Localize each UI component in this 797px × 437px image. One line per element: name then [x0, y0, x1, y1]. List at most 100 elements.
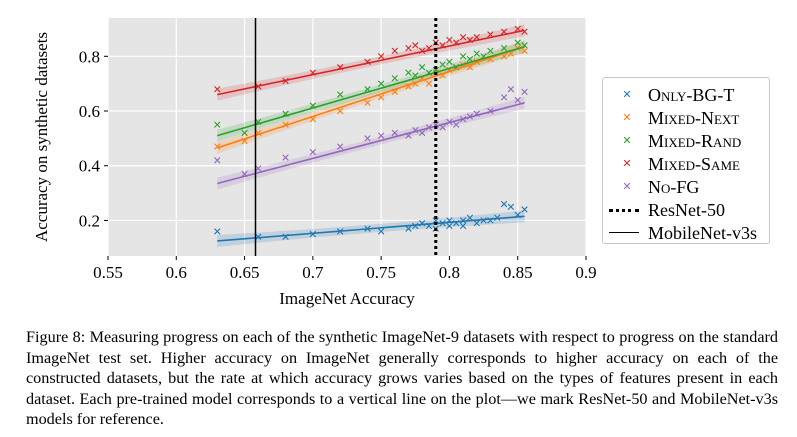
data-point-no-fg — [507, 85, 515, 93]
fit-line-mixed-same — [217, 29, 525, 96]
data-point-only-bg-t — [255, 233, 262, 241]
legend-item-only-bg-t: ✕ Only-BG-T — [603, 84, 771, 106]
data-point-mixed-next — [521, 47, 528, 55]
legend-item-mobilenet-v3s: MobileNet-v3s — [603, 222, 771, 244]
data-point-no-fg — [453, 121, 460, 128]
data-point-mixed-rand — [336, 91, 344, 98]
legend-label: Mixed-Next — [648, 108, 740, 128]
data-point-mixed-next — [364, 99, 371, 106]
x-tick-label: 0.7 — [302, 263, 324, 282]
y-tick-label: 0.6 — [79, 102, 100, 121]
fit-line-mixed-rand — [217, 45, 525, 137]
data-point-mixed-rand — [391, 74, 398, 82]
x-marker-icon: ✕ — [622, 88, 632, 101]
y-tick-label: 0.4 — [79, 157, 101, 176]
x-tick-label: 0.75 — [366, 263, 396, 282]
data-point-mixed-rand — [405, 69, 412, 76]
y-axis-ticks: 0.2 0.4 0.6 0.8 — [79, 47, 108, 230]
data-point-only-bg-t — [432, 217, 439, 224]
data-point-no-fg — [377, 132, 385, 139]
scatter-chart: 0.55 0.6 0.65 0.7 0.75 0.8 0.85 0.9 0.20.40.60.… — [32, 18, 597, 308]
data-point-only-bg-t — [309, 230, 317, 238]
data-point-mixed-rand — [439, 61, 446, 68]
legend-label: MobileNet-v3s — [648, 223, 757, 243]
x-marker-icon: ✕ — [622, 157, 632, 170]
data-point-only-bg-t — [377, 228, 385, 235]
x-marker-icon: ✕ — [622, 134, 632, 147]
legend-item-mixed-same: ✕ Mixed-Same — [603, 153, 771, 175]
data-point-mixed-next — [377, 94, 385, 101]
legend-label: Mixed-Same — [648, 154, 740, 174]
data-point-mixed-same — [459, 33, 467, 41]
data-point-mixed-same — [214, 85, 221, 93]
data-point-mixed-rand — [241, 129, 248, 137]
data-point-only-bg-t — [412, 222, 419, 230]
data-point-no-fg — [255, 165, 262, 172]
data-point-mixed-same — [521, 28, 528, 35]
data-point-only-bg-t — [214, 228, 221, 235]
data-point-no-fg — [521, 88, 528, 96]
data-point-mixed-same — [391, 47, 398, 55]
data-point-mixed-rand — [459, 53, 467, 60]
legend-label: No-FG — [648, 177, 700, 197]
data-point-mixed-rand — [377, 80, 385, 87]
data-point-no-fg — [514, 96, 521, 104]
legend-item-mixed-next: ✕ Mixed-Next — [603, 107, 771, 129]
data-point-only-bg-t — [521, 206, 528, 213]
data-point-mixed-next — [214, 143, 221, 150]
data-point-only-bg-t — [466, 214, 474, 221]
data-point-mixed-same — [377, 53, 385, 60]
x-marker-icon: ✕ — [622, 180, 632, 193]
x-axis-ticks: 0.55 0.6 0.65 0.7 0.75 0.8 0.85 0.9 — [93, 256, 597, 282]
dotted-line-icon — [609, 209, 639, 212]
data-point-mixed-same — [412, 42, 419, 49]
data-point-only-bg-t — [473, 219, 480, 227]
fit-lines — [217, 29, 525, 242]
x-marker-icon: ✕ — [622, 111, 632, 124]
data-point-only-bg-t — [494, 214, 501, 221]
data-point-mixed-same — [446, 36, 453, 44]
data-point-only-bg-t — [459, 222, 467, 230]
data-point-only-bg-t — [507, 203, 515, 210]
grid-lines — [107, 18, 587, 256]
fit-line-no-fg — [217, 102, 525, 185]
plot-area — [108, 18, 586, 256]
data-point-mixed-same — [405, 44, 412, 52]
x-tick-label: 0.8 — [439, 263, 460, 282]
data-point-no-fg — [391, 129, 398, 137]
data-point-no-fg — [282, 154, 289, 161]
data-point-no-fg — [214, 157, 221, 164]
data-point-no-fg — [364, 135, 371, 142]
data-point-only-bg-t — [500, 200, 508, 208]
data-point-only-bg-t — [459, 217, 467, 224]
y-tick-label: 0.8 — [79, 47, 100, 66]
fit-line-only-bg-t — [217, 215, 525, 242]
legend-item-no-fg: ✕ No-FG — [603, 176, 771, 198]
legend-label: ResNet-50 — [648, 200, 725, 220]
x-axis-label: ImageNet Accuracy — [279, 289, 415, 308]
data-point-no-fg — [309, 148, 317, 156]
data-point-only-bg-t — [480, 217, 487, 224]
legend-label: Only-BG-T — [648, 85, 735, 105]
data-point-mixed-rand — [214, 121, 221, 128]
data-point-mixed-rand — [500, 44, 508, 52]
x-tick-label: 0.55 — [93, 263, 123, 282]
x-tick-label: 0.85 — [503, 263, 533, 282]
data-point-only-bg-t — [405, 225, 412, 232]
figure-caption: Figure 8: Measuring progress on each of … — [26, 328, 778, 428]
x-tick-label: 0.9 — [575, 263, 596, 282]
fit-line-mixed-next — [217, 45, 525, 149]
data-point-no-fg — [418, 129, 426, 137]
data-point-mixed-rand — [487, 47, 494, 55]
data-point-no-fg — [336, 143, 344, 150]
chart-legend: ✕ Only-BG-T ✕ Mixed-Next ✕ Mixed-Rand ✕ … — [602, 77, 770, 244]
data-point-mixed-rand — [473, 50, 480, 57]
data-point-mixed-next — [336, 107, 344, 115]
data-point-mixed-rand — [466, 55, 474, 63]
data-point-mixed-rand — [418, 64, 426, 71]
solid-line-icon — [609, 232, 639, 233]
data-point-no-fg — [500, 94, 508, 101]
reference-lines — [254, 18, 438, 256]
x-tick-label: 0.6 — [166, 263, 187, 282]
x-tick-label: 0.65 — [230, 263, 260, 282]
